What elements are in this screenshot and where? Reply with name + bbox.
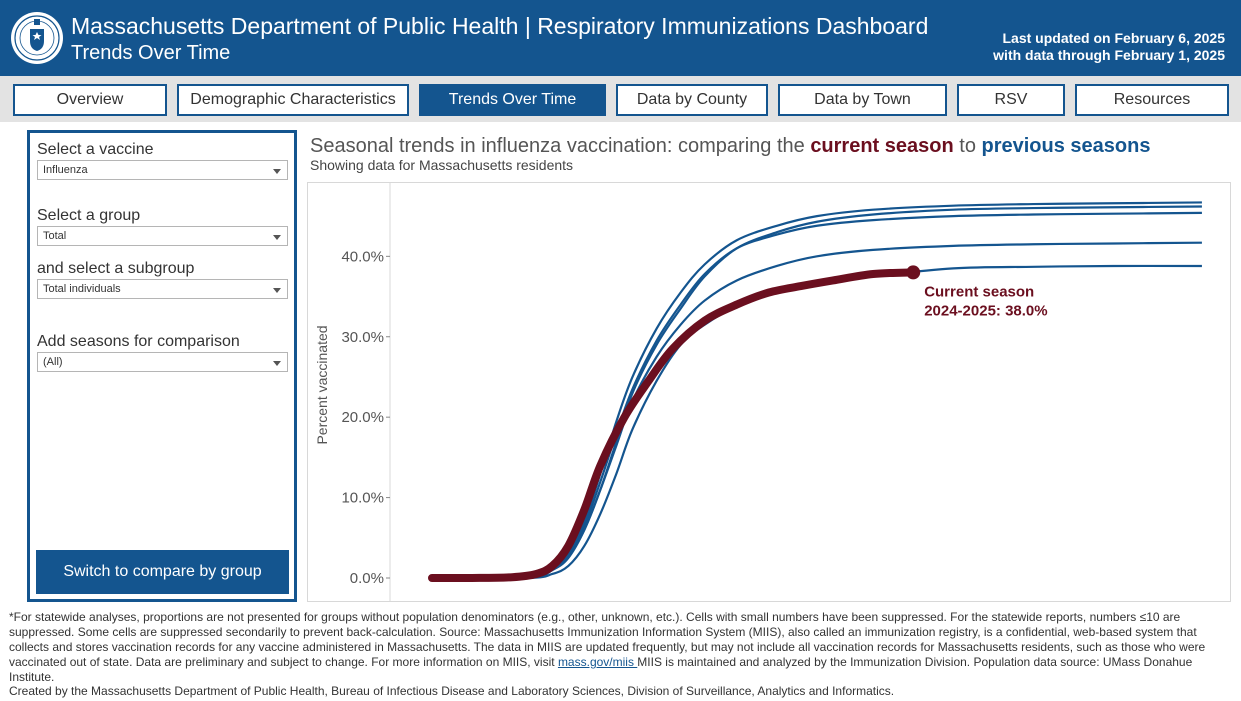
seasons-label: Add seasons for comparison [37,333,240,350]
seasons-select-value: (All) [43,356,63,368]
y-tick-label: 0.0% [350,570,384,587]
switch-compare-by-group-button[interactable]: Switch to compare by group [36,550,289,594]
tab-demographic-characteristics[interactable]: Demographic Characteristics [177,84,409,116]
annotation-current-season: Current season [924,283,1034,300]
annotation-current-value: 2024-2025: 38.0% [924,302,1047,319]
current-season-endpoint [906,265,921,280]
previous-season-line-2 [431,205,1202,580]
last-updated-line1: Last updated on February 6, 2025 [1002,30,1225,46]
y-tick-label: 20.0% [341,409,384,426]
chart-frame [307,182,1231,602]
header-banner: Massachusetts Department of Public Healt… [0,0,1241,76]
miis-link[interactable]: mass.gov/miis [557,655,638,669]
y-tick-label: 10.0% [341,490,384,507]
last-updated-line2: with data through February 1, 2025 [993,47,1225,63]
last-updated: Last updated on February 6, 2025 with da… [993,30,1225,64]
group-label: Select a group [37,207,141,224]
previous-season-line-4 [431,241,1202,580]
chevron-down-icon [273,235,281,240]
previous-season-line-5 [431,264,1202,580]
subgroup-select-value: Total individuals [43,283,121,295]
state-seal-logo [11,12,63,64]
previous-season-line-1 [431,201,1202,580]
seasons-select[interactable]: (All) [37,352,288,372]
y-tick-label: 30.0% [341,329,384,346]
vaccine-select[interactable]: Influenza [37,160,288,180]
chart-title-prefix: Seasonal trends in influenza vaccination… [310,135,811,157]
tab-overview[interactable]: Overview [13,84,167,116]
footnote-text-after: MIIS is maintained and analyzed by the I… [9,655,1193,684]
tab-bar: Overview Demographic Characteristics Tre… [0,76,1241,122]
page-subtitle: Trends Over Time [71,42,231,64]
tab-resources[interactable]: Resources [1075,84,1229,116]
group-select-value: Total [43,230,67,242]
footnote: *For statewide analyses, proportions are… [9,610,1234,685]
current-season-line [428,268,918,583]
chevron-down-icon [273,288,281,293]
group-select[interactable]: Total [37,226,288,246]
chart-title-mid: to [953,135,982,157]
y-axis-label: Percent vaccinated [314,325,330,444]
tab-data-by-town[interactable]: Data by Town [778,84,947,116]
tab-rsv[interactable]: RSV [957,84,1065,116]
footnote-text: *For statewide analyses, proportions are… [9,610,1206,669]
filter-panel: Select a vaccine Influenza Select a grou… [27,130,297,602]
chart-title-current: current season [810,135,954,157]
chevron-down-icon [273,361,281,366]
y-tick-label: 40.0% [341,248,384,265]
chart-subtitle: Showing data for Massachusetts residents [310,157,574,173]
vaccine-select-value: Influenza [43,164,88,176]
vaccination-trend-chart: 0.0% 10.0% 20.0% 30.0% 40.0% Percent vaccinat… [314,182,1202,602]
chevron-down-icon [273,169,281,174]
dashboard-title: Massachusetts Department of Public Healt… [71,13,929,39]
subgroup-label: and select a subgroup [37,260,195,277]
previous-season-line-3 [431,211,1202,580]
tab-data-by-county[interactable]: Data by County [616,84,768,116]
chart-title-previous: previous seasons [981,135,1151,157]
tab-trends-over-time[interactable]: Trends Over Time [419,84,606,116]
credit-line: Created by the Massachusetts Department … [9,684,895,698]
chart-title: Seasonal trends in influenza vaccination… [310,134,1150,158]
subgroup-select[interactable]: Total individuals [37,279,288,299]
vaccine-label: Select a vaccine [37,141,154,158]
